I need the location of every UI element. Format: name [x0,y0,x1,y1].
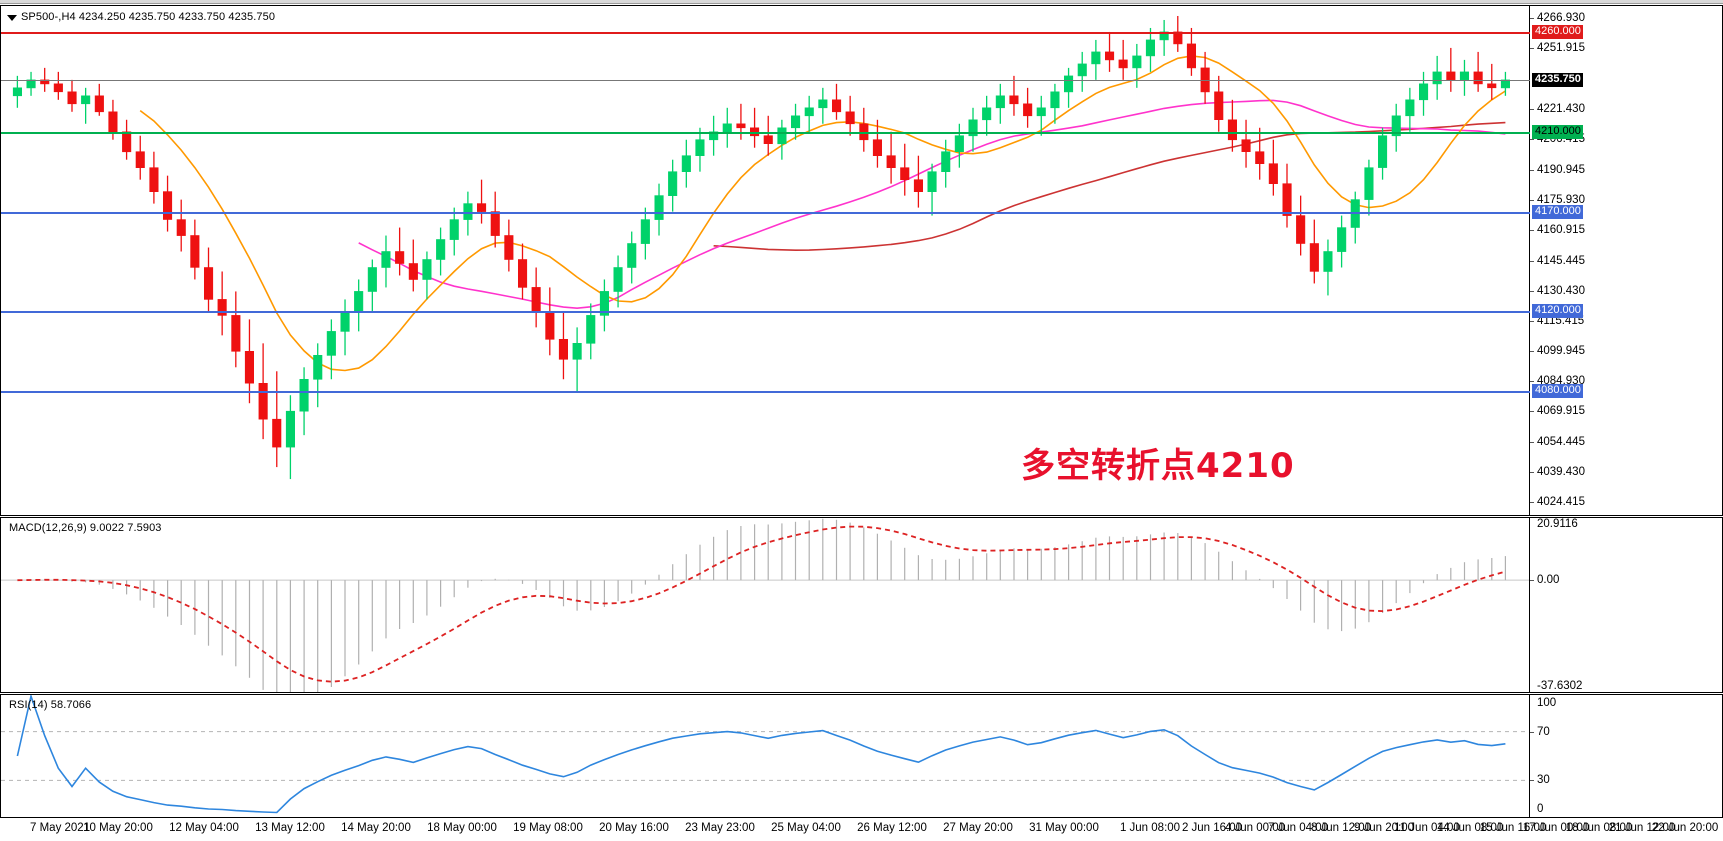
price-axis-tick [1530,351,1534,353]
price-axis-label: 4145.445 [1537,254,1585,267]
price-level-line-4120 [1,311,1530,314]
price-level-line-4210 [1,131,1530,134]
price-axis-tick [1530,320,1534,322]
price-pane[interactable]: SP500-,H4 4234.250 4235.750 4233.750 423… [0,5,1723,516]
time-axis-label: 21 Jun 12:00 [1608,822,1676,834]
time-axis-label: 25 May 04:00 [771,822,841,834]
time-axis-label: 2 Jun 16:00 [1181,822,1243,834]
macd-axis: 20.9116 0.00 -37.6302 [1529,518,1722,692]
rsi-axis-label: 30 [1537,774,1550,787]
price-axis-label: 4054.445 [1537,436,1585,449]
price-axis-tick [1530,199,1534,201]
current-price-tag[interactable]: 4235.750 [1532,73,1583,88]
current-price-line [1,80,1530,82]
price-axis-tick [1530,502,1534,504]
price-axis-label: 4175.930 [1537,193,1585,206]
price-axis-tick [1530,169,1534,171]
macd-pane[interactable]: MACD(12,26,9) 9.0022 7.5903 20.9116 0.00 -… [0,517,1723,693]
symbol-ohlc-label: SP500-,H4 4234.250 4235.750 4233.750 423… [21,11,276,23]
price-axis-label: 4099.945 [1537,345,1585,358]
price-axis[interactable]: 4266.930 4251.915 4221.430 4206.415 4190.945… [1529,6,1722,515]
rsi-axis: 100 70 30 0 [1529,695,1722,817]
time-axis-label: 18 May 00:00 [427,822,497,834]
rsi-axis-tick [1530,780,1534,782]
price-axis-label: 4130.430 [1537,284,1585,297]
time-axis-label: 27 May 20:00 [943,822,1013,834]
time-axis-label: 7 May 2021 [30,822,91,834]
price-level-line-4170 [1,211,1530,214]
time-axis-label: 12 May 04:00 [169,822,239,834]
time-axis-label: 10 May 20:00 [83,822,153,834]
time-axis-label: 13 May 12:00 [255,822,325,834]
chart-annotation-text: 多空转折点4210 [1021,446,1295,486]
time-axis-label: 18 Jun 08:00 [1565,822,1633,834]
macd-axis-tick [1530,580,1534,582]
price-level-line-4260 [1,31,1530,34]
price-axis-tick [1530,442,1534,444]
price-axis-label: 4069.915 [1537,405,1585,418]
price-level-tag-4120[interactable]: 4120.000 [1532,304,1583,319]
rsi-title-label: RSI(14) 58.7066 [9,699,92,711]
time-axis-label: 23 May 23:00 [685,822,755,834]
price-axis-label: 4266.930 [1537,12,1585,25]
price-level-line-4080 [1,391,1530,394]
time-axis-label: 1 Jun 08:00 [1119,822,1181,834]
macd-axis-label: -37.6302 [1537,680,1583,692]
price-level-tag-4260[interactable]: 4260.000 [1532,24,1583,39]
candlestick-svg [12,15,1510,480]
time-axis-label: 20 May 16:00 [599,822,669,834]
price-axis-label: 4160.915 [1537,223,1585,236]
price-axis-tick [1530,229,1534,231]
rsi-plot-area[interactable] [1,695,1530,817]
time-axis-label: 7 Jun 04:00 [1267,822,1329,834]
price-axis-tick [1530,411,1534,413]
macd-svg [1,518,1530,692]
price-axis-tick [1530,472,1534,474]
price-axis-label: 4024.415 [1537,496,1585,509]
price-axis-tick [1530,48,1534,50]
price-plot-area[interactable] [1,6,1530,515]
price-axis-label: 4190.945 [1537,163,1585,176]
triangle-down-icon[interactable] [7,15,17,21]
time-axis-label: 4 Jun 00:00 [1224,822,1286,834]
rsi-axis-label: 0 [1537,803,1544,815]
price-axis-label: 4039.430 [1537,466,1585,479]
time-axis-label: 8 Jun 12:00 [1310,822,1372,834]
price-level-tag-4170[interactable]: 4170.000 [1532,204,1583,219]
time-axis-label: 11 Jun 04:00 [1394,822,1460,834]
time-axis-label: 9 Jun 20:00 [1353,822,1415,834]
price-level-tag-4210[interactable]: 4210.000 [1532,124,1583,139]
rsi-pane[interactable]: RSI(14) 58.7066 100 70 30 0 [0,694,1723,818]
price-axis-tick [1530,290,1534,292]
price-axis-label: 4251.915 [1537,42,1585,55]
time-axis-label: 14 May 20:00 [341,822,411,834]
price-axis-tick [1530,260,1534,262]
macd-axis-label: 0.00 [1537,574,1560,587]
price-axis-tick [1530,18,1534,20]
time-axis-label: 14 Jun 08:00 [1436,822,1504,834]
price-axis-tick [1530,138,1534,140]
time-axis-label: 26 May 12:00 [857,822,927,834]
macd-axis-label: 20.9116 [1537,518,1578,530]
time-axis-label: 15 Jun 16:00 [1479,822,1547,834]
time-axis-label: 17 Jun 00:00 [1522,822,1590,834]
price-axis-label: 4221.430 [1537,102,1585,115]
rsi-axis-tick [1530,731,1534,733]
time-axis[interactable]: 7 May 2021 10 May 20:00 12 May 04:00 13 May… [0,819,1723,841]
time-axis-label: 31 May 00:00 [1029,822,1099,834]
rsi-axis-label: 70 [1537,725,1550,738]
time-axis-label: 19 May 08:00 [513,822,583,834]
macd-title-label: MACD(12,26,9) 9.0022 7.5903 [9,522,162,534]
macd-plot-area[interactable] [1,518,1530,692]
rsi-svg [1,695,1530,814]
window-top-strip [0,0,1723,4]
rsi-axis-label: 100 [1537,697,1557,709]
price-level-tag-4080[interactable]: 4080.000 [1532,384,1583,399]
price-axis-tick [1530,108,1534,110]
price-axis-tick [1530,381,1534,383]
time-axis-label: 22 Jun 20:00 [1651,822,1719,834]
